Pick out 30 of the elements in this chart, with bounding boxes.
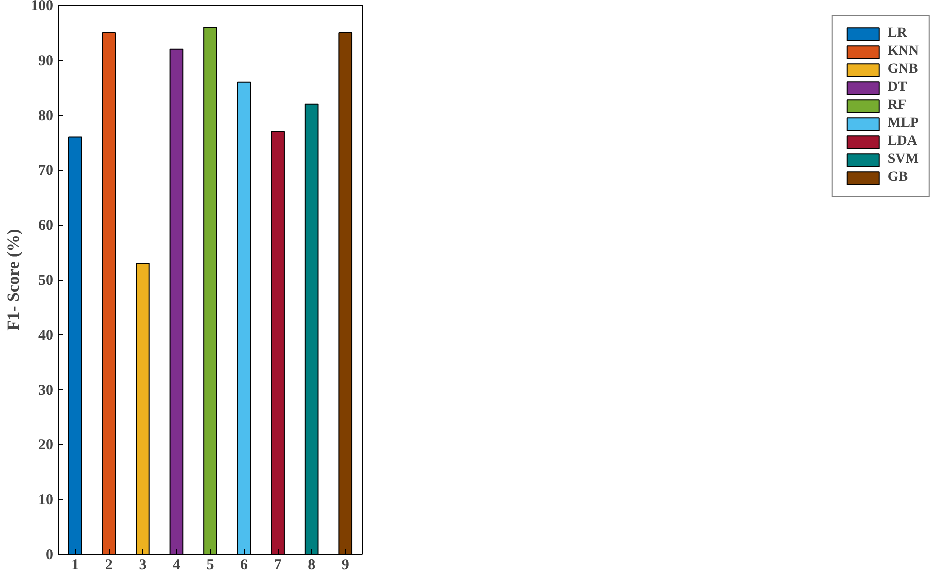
- legend-label: SVM: [888, 152, 919, 168]
- y-tick-label: 90: [38, 53, 54, 70]
- y-tick-label: 30: [38, 382, 54, 399]
- x-tick-label: 3: [139, 558, 147, 574]
- legend-label: GNB: [888, 62, 918, 78]
- x-tick-label: 2: [105, 558, 113, 574]
- legend-label: GB: [888, 170, 908, 186]
- x-tick-label: 6: [240, 558, 249, 574]
- x-tick-label: 7: [274, 558, 282, 574]
- y-tick-label: 80: [38, 108, 54, 124]
- x-tick-label: 4: [172, 558, 181, 574]
- x-tick-label: 1: [72, 558, 80, 574]
- legend-label: LDA: [888, 134, 918, 150]
- y-tick-label: 0: [46, 548, 54, 564]
- x-tick-label: 5: [206, 558, 214, 574]
- y-tick-label: 100: [31, 0, 54, 14]
- y-tick-label: 40: [38, 328, 54, 344]
- legend-label: KNN: [888, 44, 919, 60]
- y-tick-label: 70: [38, 163, 54, 180]
- y-tick-label: 10: [38, 492, 54, 509]
- y-tick-label: 20: [38, 438, 54, 454]
- y-tick-label: 50: [38, 273, 54, 289]
- legend-label: MLP: [888, 116, 919, 132]
- legend-label: DT: [888, 80, 908, 96]
- y-tick-label: 60: [38, 218, 54, 234]
- y-axis-title: F1- Score (%): [4, 229, 23, 331]
- legend-label: LR: [888, 26, 908, 42]
- legend-label: RF: [888, 98, 908, 114]
- x-tick-label: 9: [342, 558, 350, 574]
- x-tick-label: 8: [308, 558, 316, 574]
